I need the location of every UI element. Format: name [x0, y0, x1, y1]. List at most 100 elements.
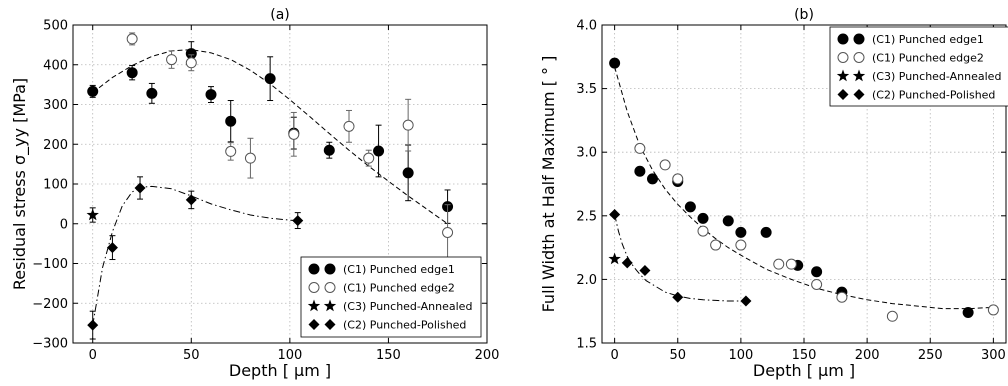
legend-marker — [836, 69, 850, 82]
series-2 — [634, 142, 999, 322]
legend-entry: (C1) Punched edge2 — [308, 282, 455, 295]
panel-title: (a) — [270, 7, 290, 23]
y-tick-label: 100 — [43, 178, 68, 193]
series-4 — [87, 176, 304, 340]
y-tick-label: 4.0 — [576, 19, 597, 34]
legend-marker — [837, 52, 849, 63]
fit-curve-dashdot — [92, 185, 298, 326]
legend-marker — [308, 282, 320, 293]
y-tick-label: 3.0 — [576, 146, 597, 161]
fit-curve-dashdot — [614, 214, 746, 302]
y-tick-label: −200 — [32, 297, 68, 312]
data-point — [639, 264, 651, 276]
data-point — [373, 145, 385, 157]
legend-entry: (C3) Punched-Annealed — [836, 69, 1001, 83]
data-point — [811, 278, 823, 290]
panel-title: (b) — [794, 7, 814, 23]
data-point — [785, 258, 797, 270]
data-point — [886, 310, 898, 322]
x-tick-label: 100 — [277, 348, 302, 363]
legend-entry: (C3) Punched-Annealed — [307, 299, 472, 313]
data-point — [146, 87, 158, 99]
series-1 — [87, 41, 454, 224]
x-tick-label: 0 — [89, 348, 97, 363]
legend: (C1) Punched edge1 (C1) Punched edge2 (C3)… — [829, 26, 1008, 107]
plot-frame — [72, 24, 488, 344]
x-tick-label: 150 — [376, 348, 401, 363]
data-point — [811, 266, 823, 278]
data-point — [722, 215, 734, 227]
x-tick-label: 200 — [855, 348, 880, 363]
data-point — [710, 239, 722, 251]
data-point — [166, 54, 178, 66]
legend-marker — [853, 89, 865, 100]
y-axis-label: Residual stress σ_yy [MPa] — [10, 78, 30, 290]
data-point — [962, 306, 974, 318]
data-point — [264, 73, 276, 85]
x-tick-label: 0 — [610, 348, 618, 363]
data-point — [621, 257, 633, 269]
data-point — [672, 291, 684, 303]
data-point — [86, 208, 99, 221]
data-point — [134, 182, 146, 194]
data-point — [244, 152, 256, 164]
data-point — [87, 85, 99, 97]
data-point — [126, 67, 138, 79]
data-point — [735, 226, 747, 238]
y-tick-label: 1.5 — [576, 337, 597, 352]
legend-marker — [324, 282, 336, 293]
legend-marker — [308, 319, 320, 330]
data-point — [225, 145, 237, 157]
data-point — [402, 119, 414, 131]
data-point — [609, 57, 621, 69]
legend-marker — [837, 89, 849, 100]
data-point — [185, 194, 197, 206]
data-point — [773, 258, 785, 270]
legend: (C1) Punched edge1 (C1) Punched edge2 (C3)… — [300, 256, 482, 338]
legend-marker — [852, 69, 866, 82]
y-tick-label: 500 — [43, 19, 68, 34]
data-point — [735, 239, 747, 251]
legend-label: (C2) Punched-Polished — [872, 89, 995, 102]
legend-label: (C1) Punched edge1 — [872, 33, 984, 46]
data-point — [185, 57, 197, 69]
x-tick-label: 300 — [981, 348, 1006, 363]
data-point — [323, 144, 335, 156]
data-point — [740, 295, 752, 307]
series-3 — [608, 252, 621, 265]
x-tick-label: 150 — [792, 348, 817, 363]
data-point — [126, 33, 138, 45]
legend-label: (C2) Punched-Polished — [343, 319, 466, 332]
y-tick-label: 400 — [43, 58, 68, 73]
x-tick-label: 50 — [183, 348, 200, 363]
legend-label: (C1) Punched edge2 — [343, 282, 455, 295]
legend-label: (C3) Punched-Annealed — [872, 70, 1001, 83]
y-tick-label: 200 — [43, 138, 68, 153]
data-point — [402, 167, 414, 179]
legend-entry: (C2) Punched-Polished — [837, 89, 995, 102]
y-tick-label: 0 — [60, 217, 68, 232]
y-tick-label: 3.5 — [576, 82, 597, 97]
y-tick-label: −300 — [32, 337, 68, 352]
data-point — [608, 252, 621, 265]
series-4 — [609, 209, 752, 307]
x-tick-label: 250 — [918, 348, 943, 363]
legend-marker — [324, 263, 336, 275]
data-point — [987, 304, 999, 316]
data-point — [659, 159, 671, 171]
data-point — [442, 226, 454, 238]
data-point — [634, 165, 646, 177]
data-point — [760, 226, 772, 238]
legend-marker — [323, 299, 337, 312]
legend-label: (C1) Punched edge1 — [343, 263, 455, 276]
y-axis-label: Full Width at Half Maximum [ ° ] — [539, 56, 558, 313]
x-tick-label: 50 — [669, 348, 686, 363]
fit-curve-dashed — [614, 66, 994, 310]
data-point — [87, 319, 99, 331]
legend-entry: (C2) Punched-Polished — [308, 319, 466, 332]
legend-entry: (C1) Punched edge1 — [837, 33, 984, 46]
y-tick-label: −100 — [32, 257, 68, 272]
data-point — [647, 173, 658, 185]
